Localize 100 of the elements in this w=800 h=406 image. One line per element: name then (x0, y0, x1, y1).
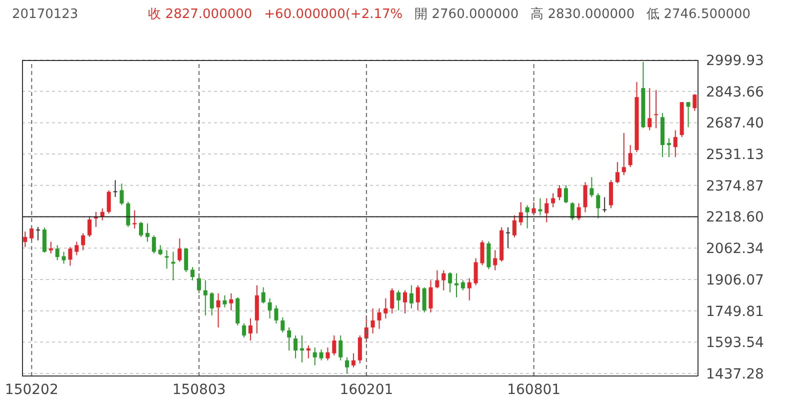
y-tick-label: 1749.81 (706, 304, 764, 320)
candlestick (229, 292, 234, 311)
candlestick (609, 180, 614, 209)
candlestick (544, 198, 549, 223)
candlestick (152, 234, 156, 254)
text: 收 2827.000000 (148, 6, 252, 23)
candlestick (576, 202, 581, 221)
y-tick-label: 2999.93 (706, 52, 764, 69)
candlestick (203, 280, 208, 316)
candlestick (132, 210, 137, 230)
candlestick (512, 214, 516, 238)
candlestick (100, 208, 104, 221)
candlestick (648, 88, 652, 131)
text: +60.000000(+2.17% (264, 6, 403, 22)
candlestick (377, 308, 382, 330)
candlestick (294, 334, 298, 359)
x-tick-label: 160201 (340, 382, 394, 398)
x-tick-label: 150202 (4, 382, 58, 398)
candlestick (673, 130, 678, 158)
candlestick (493, 250, 498, 271)
candlestick (666, 138, 671, 158)
candlestick (164, 250, 169, 270)
candlestick (370, 308, 375, 334)
text: 開 2760.000000 (414, 6, 519, 23)
candlestick (106, 190, 111, 214)
candlestick (74, 241, 79, 256)
candlestick (139, 221, 144, 238)
candlestick (570, 202, 574, 221)
candlestick (486, 240, 491, 270)
candlestick (23, 231, 28, 248)
y-tick-label: 2374.87 (706, 178, 764, 194)
candlestick (145, 223, 150, 242)
candlestick (120, 183, 124, 206)
y-tick-label: 2218.60 (706, 210, 764, 226)
candlestick (345, 356, 350, 374)
candlestick (268, 298, 272, 319)
candlestick (615, 162, 620, 184)
text: 高 2830.000000 (530, 6, 635, 23)
candlestick (36, 226, 40, 241)
candlestick (506, 226, 510, 249)
candlestick (81, 232, 86, 251)
y-tick-label: 1906.07 (706, 272, 764, 288)
candlestick (409, 284, 414, 309)
y-tick-label: 1593.54 (706, 335, 764, 352)
candlestick (422, 286, 426, 313)
candlestick (558, 184, 562, 201)
candlestick (622, 132, 626, 176)
candlestick (538, 198, 542, 216)
candlestick (525, 204, 530, 229)
candlestick (474, 258, 478, 286)
candlestick (210, 292, 214, 316)
candlestick (222, 294, 227, 308)
candlestick (442, 270, 446, 291)
candlestick (358, 334, 362, 364)
candlestick (48, 241, 53, 254)
candlestick (55, 244, 60, 261)
candlestick (88, 216, 92, 238)
y-tick-label: 1437.28 (706, 366, 764, 383)
candlestick (42, 227, 46, 254)
candlestick (242, 322, 246, 338)
candlestick (184, 248, 188, 273)
candlestick (686, 102, 690, 128)
candlestick (654, 90, 658, 129)
candlestick (454, 272, 458, 298)
candlestick (248, 318, 252, 341)
candlestick (287, 326, 292, 352)
candlestick (351, 352, 356, 368)
candlestick (628, 144, 632, 168)
candlestick (113, 180, 118, 198)
candlestick (596, 192, 600, 219)
candlestick (300, 334, 304, 363)
x-tick-label: 160801 (507, 382, 561, 398)
candlestick (126, 201, 130, 228)
candlestick (692, 94, 697, 112)
candlestick (62, 251, 66, 264)
candlestick (396, 290, 401, 311)
candlestick (480, 240, 484, 266)
candlestick (564, 184, 568, 204)
candlestick (460, 280, 465, 291)
candlestick (551, 192, 556, 208)
candlestick (590, 176, 594, 198)
candlestick (326, 347, 330, 361)
candlestick (416, 284, 420, 311)
candlestick (384, 298, 388, 319)
candlestick (602, 196, 607, 213)
x-tick-label: 150803 (172, 382, 226, 398)
y-tick-label: 2843.66 (706, 84, 764, 100)
y-tick-label: 2062.34 (706, 241, 764, 258)
candlestick (216, 292, 220, 328)
candlestick (583, 182, 588, 213)
candlestick (178, 238, 182, 262)
y-tick-label: 2687.40 (706, 116, 764, 132)
candlestick (68, 246, 72, 266)
candlestick (312, 347, 317, 366)
candlestick (428, 280, 433, 313)
text: 低 2746.500000 (646, 6, 751, 23)
candlestick (435, 270, 440, 289)
candlestick (158, 244, 162, 256)
candlestick (467, 278, 472, 301)
candlestick (390, 288, 394, 314)
